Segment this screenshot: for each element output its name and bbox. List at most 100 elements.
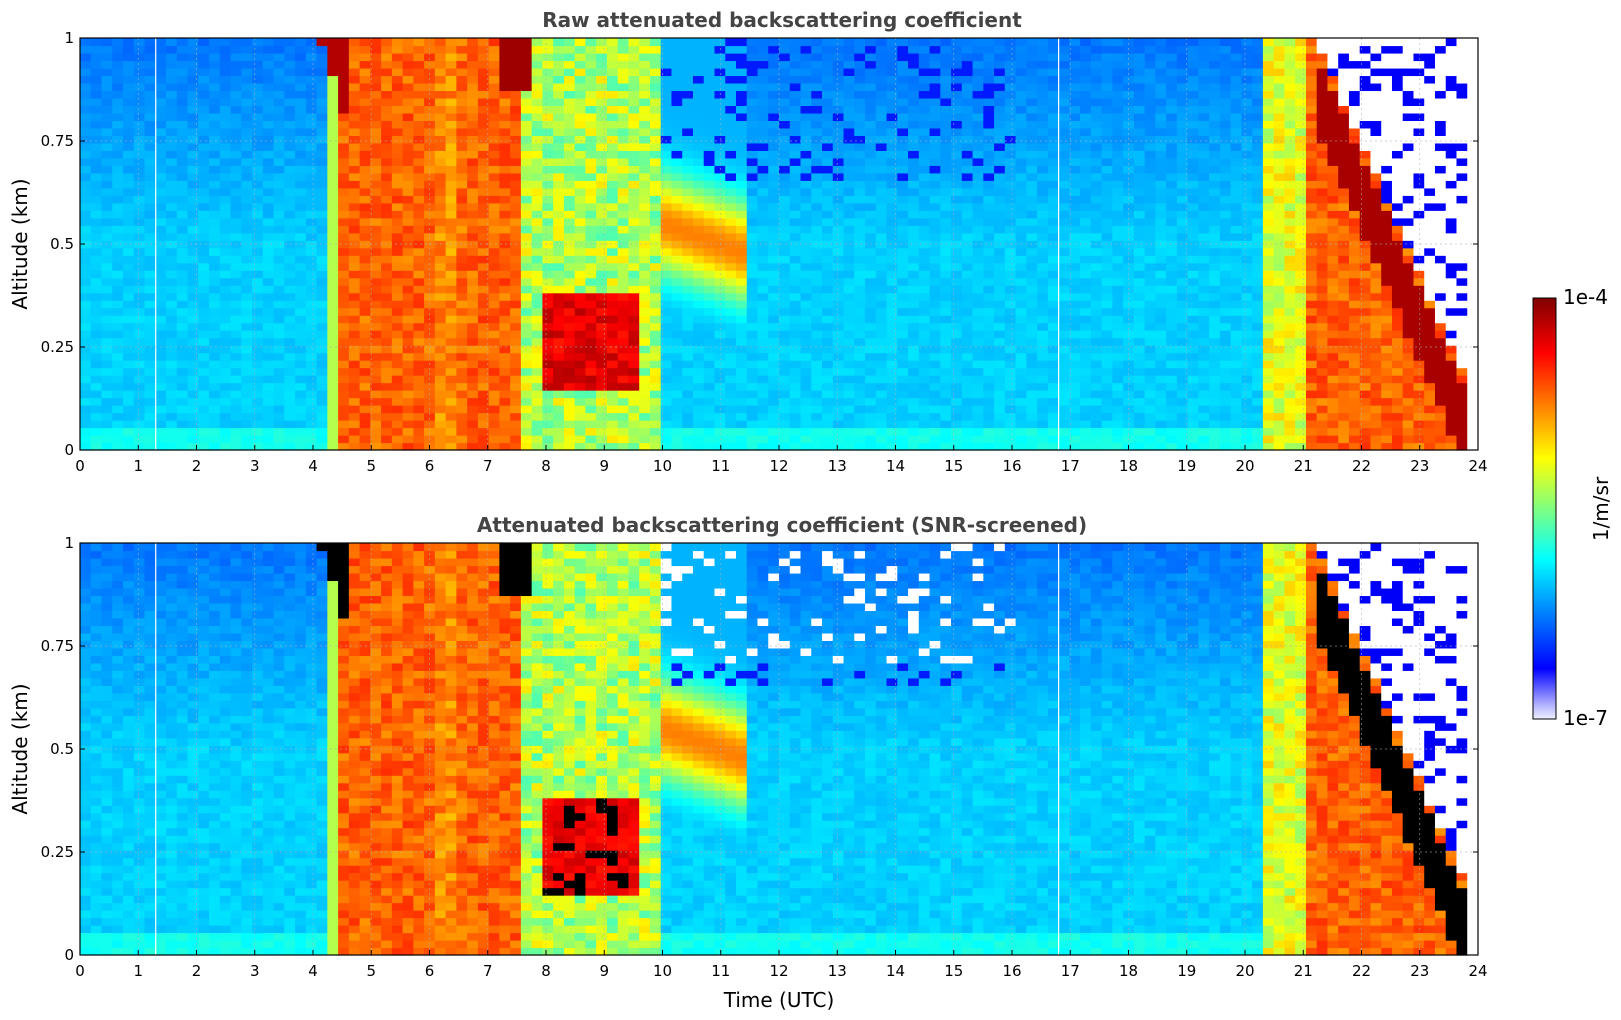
heatmap-cell (327, 292, 339, 301)
heatmap-cell (897, 172, 909, 181)
heatmap-cell (402, 210, 414, 219)
heatmap-cell (133, 157, 146, 166)
heatmap-cell (348, 225, 361, 234)
heatmap-cell (477, 142, 490, 151)
heatmap-cell (101, 127, 113, 136)
heatmap-cell (671, 180, 683, 189)
heatmap-cell (467, 270, 479, 279)
heatmap-cell (1037, 195, 1049, 204)
heatmap-cell (381, 360, 393, 369)
heatmap-cell (531, 427, 544, 436)
heatmap-cell (359, 142, 371, 151)
heatmap-cell (434, 202, 447, 211)
heatmap-cell (574, 412, 587, 421)
heatmap-cell (531, 172, 544, 181)
heatmap-cell (80, 420, 92, 429)
heatmap-cell (940, 412, 952, 421)
heatmap-cell (166, 337, 178, 346)
heatmap-cell (854, 187, 866, 196)
heatmap-cell (574, 382, 587, 391)
heatmap-cell (639, 300, 651, 309)
heatmap-cell (779, 187, 791, 196)
heatmap-cell (929, 67, 941, 77)
heatmap-cell (434, 300, 447, 309)
heatmap-cell (682, 75, 694, 84)
heatmap-cell (445, 38, 457, 47)
heatmap-cell (456, 232, 468, 241)
heatmap-cell (316, 315, 328, 324)
heatmap-cell (886, 97, 898, 107)
heatmap-cell (402, 180, 414, 189)
heatmap-cell (789, 397, 802, 406)
heatmap-cell (735, 247, 748, 256)
heatmap-cell (187, 195, 199, 204)
heatmap-cell (230, 210, 242, 219)
heatmap-cell (800, 150, 812, 159)
heatmap-cell (542, 75, 554, 84)
heatmap-cell (467, 165, 479, 174)
heatmap-cell (413, 97, 425, 107)
heatmap-cell (779, 67, 791, 77)
heatmap-cell (295, 360, 307, 369)
heatmap-cell (639, 375, 651, 384)
heatmap-cell (402, 337, 414, 346)
heatmap-cell (574, 405, 587, 414)
heatmap-cell (198, 187, 210, 196)
heatmap-cell (649, 105, 662, 114)
heatmap-cell (606, 292, 619, 301)
heatmap-cell (445, 367, 457, 376)
heatmap-cell (961, 397, 974, 406)
heatmap-cell (327, 337, 339, 346)
heatmap-cell (316, 292, 328, 301)
heatmap-cell (1037, 360, 1049, 369)
heatmap-cell (80, 315, 92, 324)
heatmap-cell (488, 75, 500, 84)
heatmap-cell (1037, 435, 1049, 444)
heatmap-cell (209, 135, 221, 144)
heatmap-cell (553, 322, 565, 331)
heatmap-cell (359, 397, 371, 406)
heatmap-cell (714, 105, 726, 114)
heatmap-cell (434, 292, 447, 301)
heatmap-cell (961, 307, 974, 316)
heatmap-cell (811, 120, 823, 129)
heatmap-cell (133, 67, 146, 77)
heatmap-cell (617, 225, 630, 234)
heatmap-cell (123, 112, 135, 121)
heatmap-cell (574, 142, 587, 151)
heatmap-cell (252, 135, 264, 144)
heatmap-cell (219, 52, 232, 62)
heatmap-cell (757, 367, 769, 376)
heatmap-cell (563, 277, 576, 286)
heatmap-cell (391, 412, 404, 421)
heatmap-cell (983, 165, 995, 174)
heatmap-cell (80, 180, 92, 189)
heatmap-cell (499, 330, 511, 339)
heatmap-cell (757, 255, 769, 264)
heatmap-cell (983, 142, 995, 151)
heatmap-cell (908, 420, 920, 429)
heatmap-cell (402, 352, 414, 361)
heatmap-cell (101, 180, 113, 189)
heatmap-cell (779, 82, 791, 92)
heatmap-cell (854, 165, 866, 174)
heatmap-cell (972, 307, 984, 316)
heatmap-cell (499, 67, 511, 77)
heatmap-cell (155, 202, 167, 211)
heatmap-cell (940, 352, 952, 361)
heatmap-cell (854, 82, 866, 92)
heatmap-cell (112, 75, 124, 84)
heatmap-cell (80, 97, 92, 107)
heatmap-cell (209, 217, 221, 226)
heatmap-cell (284, 352, 296, 361)
heatmap-cell (908, 112, 920, 121)
heatmap-cell (886, 412, 898, 421)
heatmap-cell (639, 67, 651, 77)
heatmap-cell (940, 277, 952, 286)
heatmap-cell (391, 352, 404, 361)
heatmap-cell (305, 217, 318, 226)
heatmap-cell (155, 375, 167, 384)
heatmap-cell (284, 172, 296, 181)
heatmap-cell (875, 270, 888, 279)
heatmap-cell (327, 360, 339, 369)
